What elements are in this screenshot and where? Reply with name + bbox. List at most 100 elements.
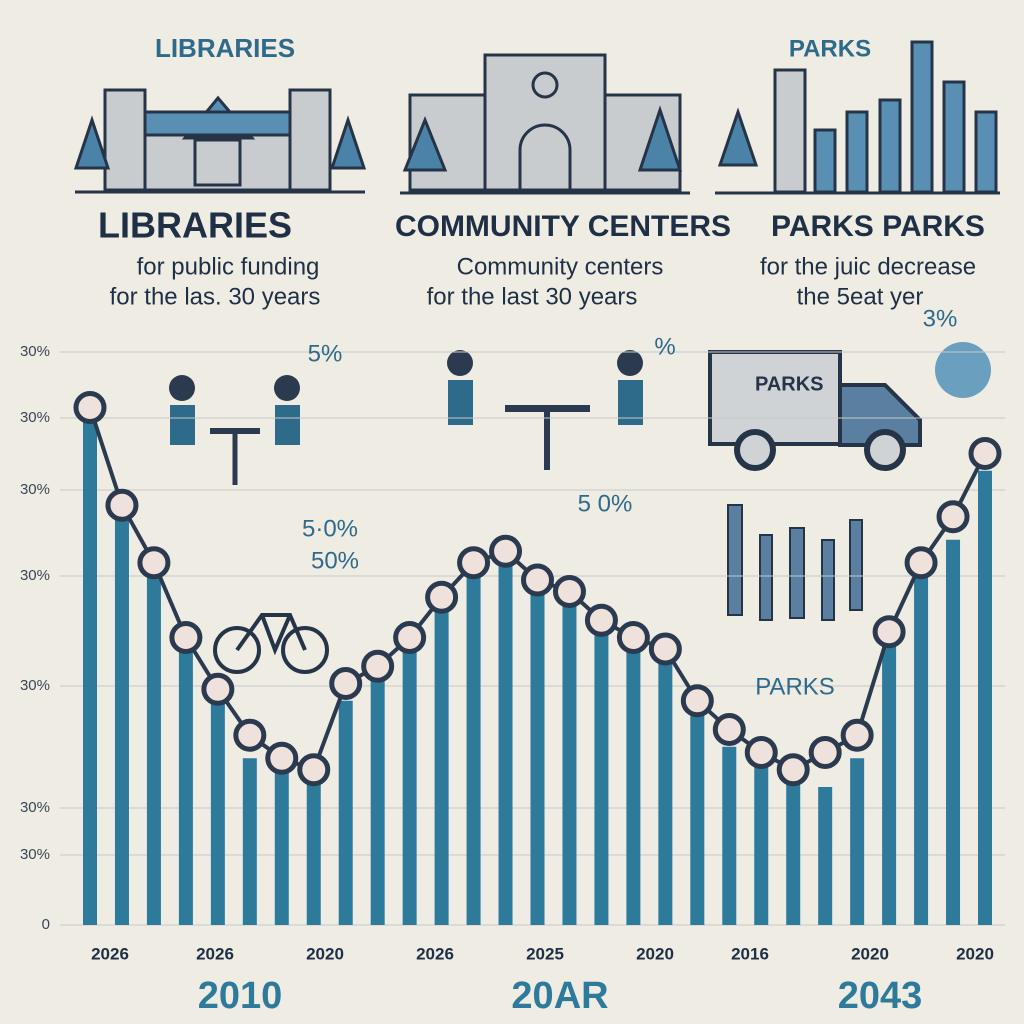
libraries-illustration xyxy=(73,88,367,194)
bar xyxy=(754,758,769,925)
x-label: 2026 xyxy=(91,944,129,963)
subtitle: for the juic decrease xyxy=(760,253,976,280)
annotation: 50% xyxy=(311,547,359,574)
bike-icon xyxy=(213,613,329,674)
trend-point xyxy=(361,649,395,683)
y-axis-label: 30% xyxy=(20,481,50,498)
trend-point xyxy=(680,684,714,718)
bar xyxy=(946,539,961,925)
x-label: 2025 xyxy=(526,944,564,963)
bar xyxy=(914,574,929,925)
bar xyxy=(434,597,449,925)
bar xyxy=(530,591,545,925)
trend-point xyxy=(936,500,970,534)
trend-point xyxy=(808,736,842,769)
trend-point xyxy=(552,575,586,608)
y-axis-label: 30% xyxy=(20,846,50,863)
heading: PARKS PARKS xyxy=(771,210,985,243)
trend-point xyxy=(297,753,331,787)
bar xyxy=(850,758,865,925)
x-label: 2020 xyxy=(851,944,889,963)
truck-icon xyxy=(708,350,922,471)
trend-point xyxy=(489,534,523,568)
period-label: 2043 xyxy=(838,975,923,1017)
bar xyxy=(114,511,129,925)
period-label: 2010 xyxy=(198,975,283,1017)
bar xyxy=(178,637,193,925)
trend-point xyxy=(265,741,299,775)
trend-point xyxy=(904,546,938,580)
trend-point xyxy=(521,563,554,597)
trend-point xyxy=(329,667,363,700)
subtitle: for public funding xyxy=(137,253,320,280)
trend-point xyxy=(616,621,650,654)
y-axis-label: 30% xyxy=(20,343,50,360)
trend-point xyxy=(840,718,874,752)
bar xyxy=(690,712,705,925)
panel-label: LIBRARIES xyxy=(155,33,295,63)
trend-point xyxy=(233,718,267,752)
trend-point xyxy=(105,488,139,522)
trend-point xyxy=(648,632,682,666)
trend-point xyxy=(457,546,491,580)
bar xyxy=(722,746,737,925)
subtitle: the 5eat yer xyxy=(797,283,924,310)
bar xyxy=(466,562,481,925)
annotation: 5 0% xyxy=(578,490,633,517)
annotation: PARKS xyxy=(755,673,835,700)
period-label: 20AR xyxy=(511,975,608,1017)
trend-point xyxy=(584,603,618,637)
y-axis-label: 30% xyxy=(20,567,50,584)
bar xyxy=(594,631,609,925)
heading: COMMUNITY CENTERS xyxy=(395,210,731,243)
panel-label: PARKS xyxy=(789,35,871,62)
y-axis-label: 30% xyxy=(20,799,50,816)
subtitle: for the las. 30 years xyxy=(110,283,321,310)
trend-point xyxy=(425,580,459,614)
heading: LIBRARIES xyxy=(98,205,292,246)
bar xyxy=(274,769,289,925)
y-axis-label: 30% xyxy=(20,677,50,694)
annotation: 3% xyxy=(923,305,958,332)
pencils-icon xyxy=(727,504,863,621)
annotation: % xyxy=(654,333,675,360)
x-label: 2020 xyxy=(306,944,344,963)
y-axis-label: 30% xyxy=(20,409,50,426)
x-label: 2020 xyxy=(636,944,674,963)
x-label: 2020 xyxy=(956,944,994,963)
trend-point xyxy=(872,615,906,649)
annotation: 5% xyxy=(308,340,343,367)
percent-badge xyxy=(935,342,991,398)
subtitle: for the last 30 years xyxy=(427,283,638,310)
x-label: 2026 xyxy=(416,944,454,963)
trend-point xyxy=(712,713,746,746)
trend-point xyxy=(201,672,235,706)
subtitle: Community centers xyxy=(457,253,664,280)
bar xyxy=(498,562,513,925)
bar xyxy=(242,758,257,925)
bar xyxy=(882,637,897,925)
trend-point xyxy=(137,546,171,580)
truck-label: PARKS xyxy=(755,373,824,395)
bar xyxy=(786,769,801,925)
y-axis-label: 0 xyxy=(42,916,50,933)
bar xyxy=(338,700,353,925)
bar xyxy=(306,781,321,925)
trend-point xyxy=(73,391,107,424)
bar xyxy=(562,597,577,925)
parks-illustration xyxy=(715,40,1000,195)
x-label: 2026 xyxy=(196,944,234,963)
bar xyxy=(818,787,833,925)
bar xyxy=(402,637,417,925)
trend-point xyxy=(776,753,810,787)
trend-point xyxy=(393,621,427,654)
bar xyxy=(978,470,992,925)
bar xyxy=(370,677,385,925)
bar xyxy=(626,637,641,925)
people-icon xyxy=(169,350,643,485)
bar xyxy=(658,654,673,925)
trend-point xyxy=(169,621,203,654)
x-label: 2016 xyxy=(731,944,769,963)
bar xyxy=(146,562,161,925)
